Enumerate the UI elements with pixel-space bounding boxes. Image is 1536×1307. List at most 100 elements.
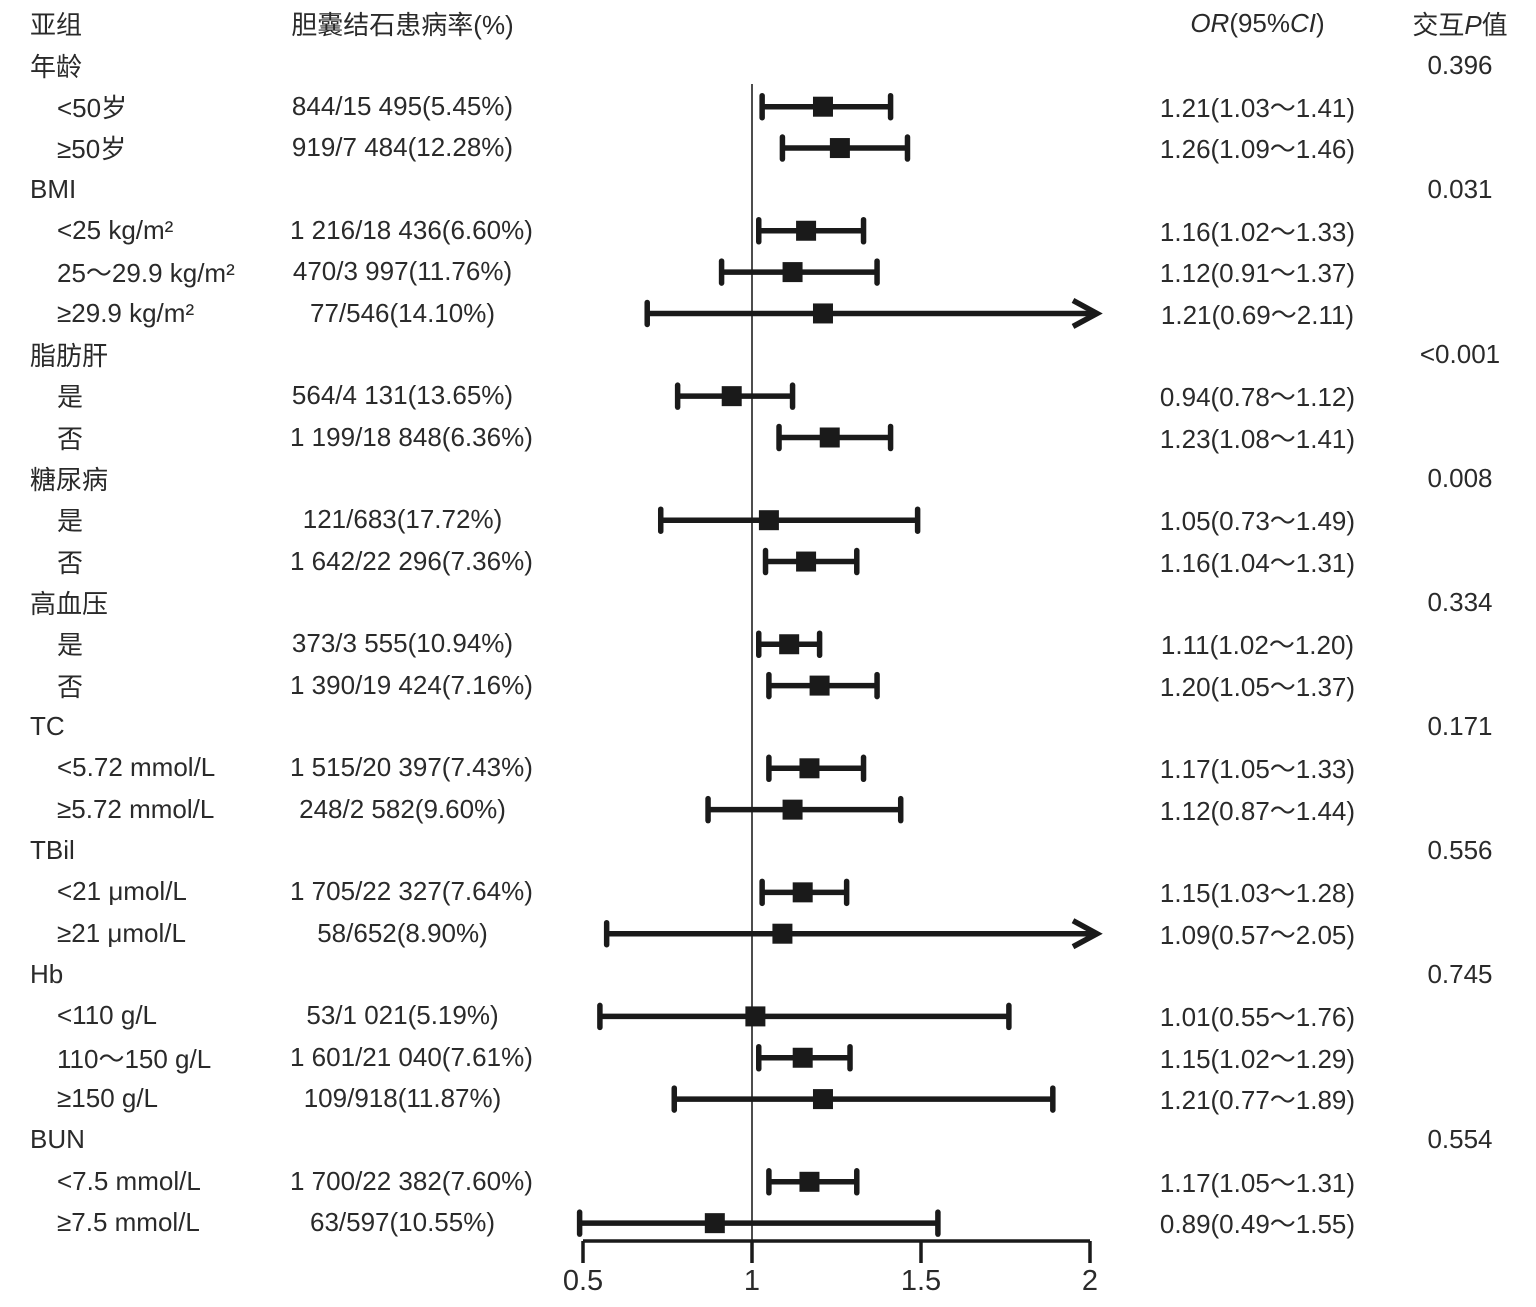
subgroup-row: 否 1 199/18 848(6.36%) 1.23(1.08～1.41) [0,416,1536,457]
subgroup-row: ≥29.9 kg/m² 77/546(14.10%) 1.21(0.69～2.11) [0,292,1536,333]
group-row: 糖尿病 0.008 [0,458,1536,499]
or-ci-value: 1.17(1.05～1.31) [1159,1167,1356,1198]
subgroup-label: <7.5 mmol/L [57,1165,201,1196]
or-ci-value: 1.16(1.02～1.33) [1159,216,1356,247]
group-row: BUN 0.554 [0,1119,1536,1160]
subgroup-row: 否 1 642/22 296(7.36%) 1.16(1.04～1.31) [0,540,1536,581]
subgroup-label: 否 [57,547,84,578]
or-ci-value: 1.01(0.55～1.76) [1159,1002,1356,1033]
or-ci-value: 1.17(1.05～1.33) [1159,754,1356,785]
or-ci-value: 1.23(1.08～1.41) [1159,423,1356,454]
subgroup-row: <5.72 mmol/L 1 515/20 397(7.43%) 1.17(1.05… [0,747,1536,788]
header-interaction-p: 交互P值 [1390,5,1530,42]
subgroup-label: <50岁 [57,92,128,123]
subgroup-row: 是 121/683(17.72%) 1.05(0.73～1.49) [0,499,1536,540]
or-ci-value: 1.21(0.77～1.89) [1159,1085,1356,1116]
or-ci-value: 1.12(0.87～1.44) [1159,795,1356,826]
prevalence-value: 1 642/22 296(7.36%) [290,545,533,576]
or-ci-value: 1.16(1.04～1.31) [1159,547,1356,578]
table-rows: 年龄 0.396 <50岁 844/15 495(5.45%) 1.21(1.03～1.… [0,44,1536,1243]
subgroup-label: 年龄 [30,51,83,82]
x-tick-label: 1.5 [901,1265,941,1297]
prevalence-value: 121/683(17.72%) [302,504,503,535]
header-p-italic: P [1464,10,1482,41]
header-p-pre: 交互 [1412,10,1465,41]
or-ci-value: 1.05(0.73～1.49) [1159,506,1356,537]
subgroup-row: <50岁 844/15 495(5.45%) 1.21(1.03～1.41) [0,86,1536,127]
subgroup-label: 是 [57,382,84,413]
subgroup-label: ≥5.72 mmol/L [57,793,215,824]
or-ci-value: 1.11(1.02～1.20) [1160,630,1355,661]
header-p-post: 值 [1481,10,1508,41]
x-tick-label: 2 [1082,1265,1098,1297]
interaction-p-value: 0.171 [1427,711,1493,742]
or-ci-value: 1.15(1.02～1.29) [1159,1043,1356,1074]
subgroup-row: 25～29.9 kg/m² 470/3 997(11.76%) 1.12(0.91～… [0,251,1536,292]
group-row: TBil 0.556 [0,830,1536,871]
subgroup-label: TC [30,711,65,742]
subgroup-row: 是 564/4 131(13.65%) 0.94(0.78～1.12) [0,375,1536,416]
prevalence-value: 564/4 131(13.65%) [291,380,514,411]
subgroup-row: <21 μmol/L 1 705/22 327(7.64%) 1.15(1.03～1… [0,871,1536,912]
subgroup-row: ≥21 μmol/L 58/652(8.90%) 1.09(0.57～2.05) [0,913,1536,954]
subgroup-label: BUN [30,1124,85,1155]
subgroup-label: Hb [30,959,64,990]
x-tick-label: 1 [744,1265,760,1297]
subgroup-row: 是 373/3 555(10.94%) 1.11(1.02～1.20) [0,623,1536,664]
subgroup-row: ≥5.72 mmol/L 248/2 582(9.60%) 1.12(0.87～1.… [0,789,1536,830]
subgroup-row: ≥50岁 919/7 484(12.28%) 1.26(1.09～1.46) [0,127,1536,168]
interaction-p-value: 0.554 [1427,1124,1493,1155]
subgroup-row: 110～150 g/L 1 601/21 040(7.61%) 1.15(1.02～… [0,1037,1536,1078]
or-ci-value: 1.09(0.57～2.05) [1159,919,1356,950]
prevalence-value: 1 515/20 397(7.43%) [290,752,533,783]
subgroup-label: ≥21 μmol/L [57,917,186,948]
prevalence-value: 919/7 484(12.28%) [291,132,514,163]
subgroup-label: <21 μmol/L [57,876,187,907]
prevalence-value: 1 601/21 040(7.61%) [290,1041,533,1072]
subgroup-label: 高血压 [30,588,109,619]
subgroup-label: 110～150 g/L [57,1043,212,1074]
subgroup-label: 糖尿病 [30,464,109,495]
or-ci-value: 1.15(1.03～1.28) [1159,878,1356,909]
header-prevalence: 胆囊结石患病率(%) [291,10,514,41]
prevalence-value: 63/597(10.55%) [309,1207,496,1238]
interaction-p-value: 0.556 [1427,835,1493,866]
group-row: TC 0.171 [0,706,1536,747]
header-or-close: ) [1316,8,1325,39]
prevalence-value: 77/546(14.10%) [309,297,496,328]
or-ci-value: 0.94(0.78～1.12) [1159,382,1356,413]
prevalence-value: 248/2 582(9.60%) [299,793,506,824]
subgroup-label: BMI [30,173,77,204]
prevalence-value: 1 700/22 382(7.60%) [290,1165,533,1196]
subgroup-row: 否 1 390/19 424(7.16%) 1.20(1.05～1.37) [0,665,1536,706]
subgroup-label: <5.72 mmol/L [57,752,216,783]
group-row: BMI 0.031 [0,168,1536,209]
or-ci-value: 1.12(0.91～1.37) [1159,258,1356,289]
group-row: Hb 0.745 [0,954,1536,995]
prevalence-value: 373/3 555(10.94%) [291,628,514,659]
header-or-text: (95% [1229,8,1291,39]
interaction-p-value: 0.396 [1427,49,1493,80]
interaction-p-value: 0.745 [1427,959,1493,990]
prevalence-value: 470/3 997(11.76%) [292,256,513,287]
prevalence-value: 1 199/18 848(6.36%) [290,421,533,452]
or-ci-value: 1.26(1.09～1.46) [1159,134,1356,165]
prevalence-value: 1 216/18 436(6.60%) [290,214,533,245]
subgroup-label: 否 [57,671,84,702]
subgroup-label: <25 kg/m² [57,214,174,245]
subgroup-row: <25 kg/m² 1 216/18 436(6.60%) 1.16(1.02～1.… [0,210,1536,251]
subgroup-row: ≥150 g/L 109/918(11.87%) 1.21(0.77～1.89) [0,1078,1536,1119]
prevalence-value: 1 390/19 424(7.16%) [290,669,533,700]
group-row: 年龄 0.396 [0,44,1536,85]
subgroup-label: 是 [57,506,84,537]
column-header-row: 亚组 胆囊结石患病率(%) OR(95%CI) 交互P值 [0,3,1536,44]
subgroup-label: ≥29.9 kg/m² [57,297,195,328]
or-ci-value: 0.89(0.49～1.55) [1159,1209,1356,1240]
subgroup-label: ≥7.5 mmol/L [57,1207,200,1238]
subgroup-label: 否 [57,423,84,454]
subgroup-label: ≥50岁 [57,134,127,165]
group-row: 脂肪肝 <0.001 [0,334,1536,375]
subgroup-label: ≥150 g/L [57,1083,159,1114]
header-subgroup: 亚组 [30,10,83,41]
